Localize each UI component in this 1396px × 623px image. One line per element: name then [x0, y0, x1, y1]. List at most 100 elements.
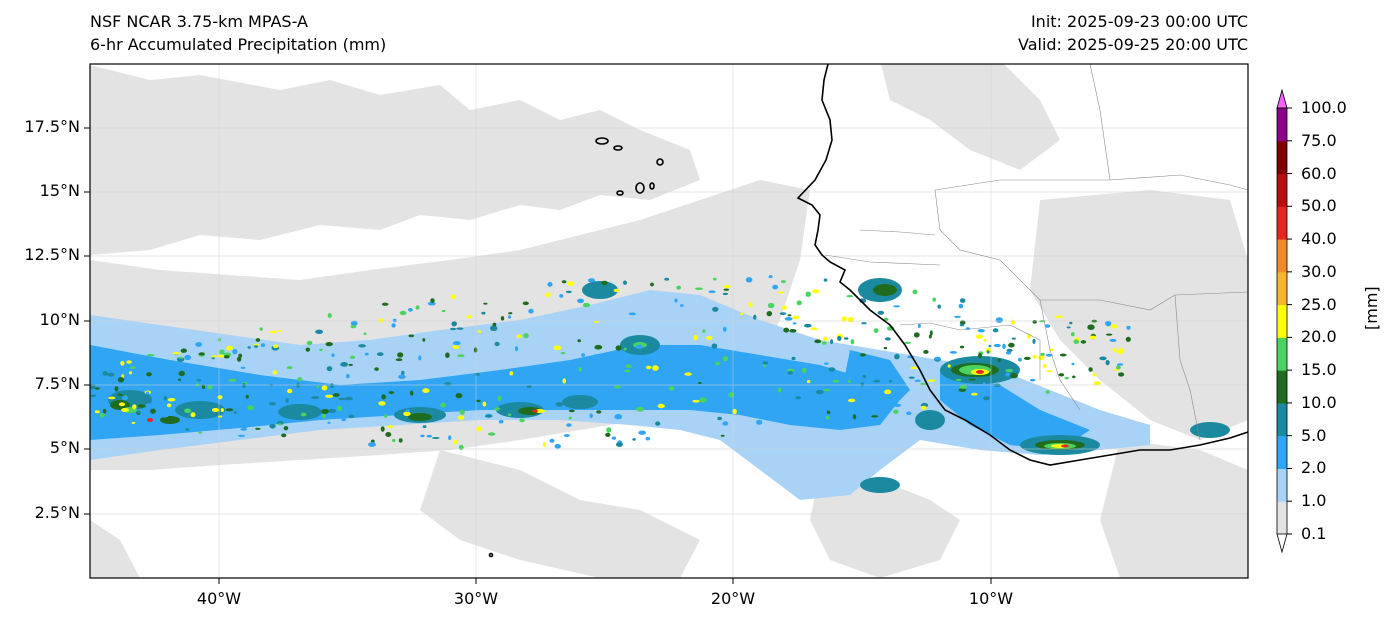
- precip-cell: [787, 314, 792, 317]
- precip-cell: [561, 280, 567, 284]
- precip-cell: [929, 330, 933, 336]
- precip-cell: [374, 367, 379, 371]
- precip-cell: [174, 381, 181, 387]
- precip-cell: [1125, 336, 1131, 342]
- precip-cell: [287, 388, 293, 394]
- precip-cell: [992, 328, 999, 333]
- precip-cell: [590, 376, 594, 379]
- precip-cell: [94, 387, 100, 390]
- precip-cell: [723, 288, 730, 291]
- precip-cell: [392, 438, 396, 443]
- precip-cell: [723, 326, 727, 332]
- precip-cell: [167, 398, 176, 402]
- precip-cell: [1046, 370, 1053, 373]
- precip-cell: [796, 300, 802, 306]
- precip-cell: [401, 370, 405, 376]
- precip-cell: [543, 369, 549, 372]
- precip-cell: [884, 389, 892, 395]
- precip-cell: [1109, 338, 1117, 342]
- precip-cell: [848, 398, 856, 403]
- precip-cell: [245, 394, 249, 399]
- precip-cell: [822, 341, 827, 345]
- precip-cell: [278, 329, 282, 333]
- precip-cell: [877, 369, 882, 374]
- precip-cell: [1005, 368, 1013, 373]
- precip-cell: [198, 352, 205, 356]
- lon-label-30w: 30°W: [453, 589, 499, 608]
- precip-cell: [163, 396, 168, 401]
- precip-cell: [568, 416, 572, 420]
- precip-cell: [321, 409, 329, 414]
- precip-cell: [861, 322, 867, 325]
- precip-cell: [997, 358, 1001, 362]
- precip-cell: [623, 347, 627, 351]
- precip-cell: [126, 360, 132, 364]
- precip-cell: [106, 424, 114, 429]
- precip-cell: [971, 392, 978, 396]
- precip-cell: [977, 329, 985, 333]
- precip-cell: [778, 414, 783, 420]
- precip-cell: [904, 341, 911, 344]
- precip-cell: [489, 325, 498, 331]
- precip-cell: [862, 374, 867, 378]
- precip-cell: [350, 355, 356, 359]
- precip-cell: [805, 291, 811, 297]
- precip-cell: [949, 351, 958, 354]
- coastline: [488, 64, 1248, 558]
- precip-cell: [240, 428, 247, 431]
- precip-cell: [790, 415, 798, 418]
- precip-cell: [806, 379, 811, 384]
- precip-cell: [216, 354, 225, 358]
- precip-cell: [494, 407, 500, 411]
- precip-cell: [508, 315, 511, 319]
- precip-cell: [455, 393, 463, 399]
- precip-cell: [814, 339, 822, 344]
- precip-cell: [676, 285, 682, 290]
- precip-cell: [286, 366, 293, 370]
- precip-cell: [783, 327, 790, 333]
- precip-cell: [699, 397, 707, 403]
- precip-cell: [601, 280, 608, 286]
- precip-cell: [666, 367, 672, 372]
- precip-cell: [913, 332, 920, 338]
- precip-cell: [325, 342, 333, 347]
- precip-cell: [238, 353, 243, 358]
- precip-cell: [132, 404, 137, 410]
- country-borders: [824, 64, 1248, 441]
- precip-cell: [717, 416, 722, 421]
- precip-cell: [623, 280, 627, 285]
- precip-cell: [337, 406, 343, 411]
- colorbar-level-label: 0.1: [1301, 524, 1327, 543]
- precip-cell: [713, 277, 717, 281]
- precip-cell: [514, 346, 519, 352]
- precip-cell: [1105, 320, 1112, 327]
- precip-cell: [321, 385, 328, 391]
- precip-cell: [650, 282, 654, 287]
- precip-cell: [545, 292, 551, 297]
- precip-cell: [399, 310, 407, 316]
- precip-cell: [893, 305, 901, 308]
- precip-cell: [624, 369, 631, 373]
- precip-cell: [581, 353, 586, 357]
- colorbar-segment: [1277, 108, 1287, 142]
- precip-cell: [1059, 353, 1067, 357]
- precip-cell: [327, 421, 331, 424]
- precip-cell: [852, 414, 857, 420]
- precip-cell: [560, 352, 566, 355]
- precip-cell: [894, 403, 902, 407]
- precip-cell: [850, 339, 855, 345]
- precip-cell: [255, 427, 261, 430]
- precip-cell: [923, 349, 929, 354]
- precip-cell: [137, 410, 141, 414]
- precip-cell: [906, 411, 912, 416]
- precip-cell: [196, 379, 202, 382]
- precip-cell: [453, 341, 461, 346]
- precip-cell: [628, 312, 636, 316]
- colorbar-level-label: 75.0: [1301, 130, 1337, 150]
- precip-cell: [740, 312, 744, 316]
- precip-cell: [145, 403, 153, 408]
- colorbar-segment: [1277, 206, 1287, 240]
- precip-cell: [668, 386, 675, 391]
- precip-cell: [542, 441, 547, 448]
- lon-label-40w: 40°W: [196, 589, 242, 608]
